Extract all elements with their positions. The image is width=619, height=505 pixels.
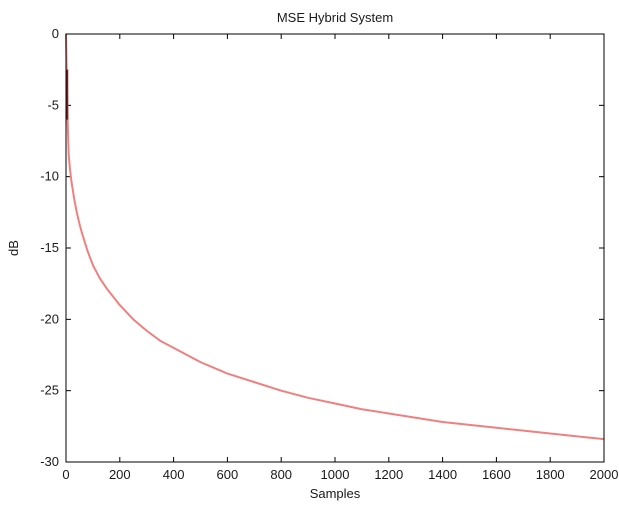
y-tick-label: -30 bbox=[40, 454, 59, 469]
x-tick-label: 200 bbox=[109, 467, 131, 482]
ticks: 0 200 400 600 800 1000 1200 1400 1600 1800 2000 0 -5… bbox=[40, 26, 618, 482]
x-tick-label: 800 bbox=[270, 467, 292, 482]
x-tick-label: 0 bbox=[62, 467, 69, 482]
y-tick-label: -25 bbox=[40, 383, 59, 398]
x-tick-label: 1800 bbox=[536, 467, 565, 482]
x-tick-label: 600 bbox=[217, 467, 239, 482]
x-tick-label: 1200 bbox=[374, 467, 403, 482]
x-tick-label: 1400 bbox=[428, 467, 457, 482]
y-tick-label: -20 bbox=[40, 311, 59, 326]
x-axis-label: Samples bbox=[310, 486, 361, 501]
x-tick-label: 2000 bbox=[590, 467, 619, 482]
series-layer bbox=[65, 33, 605, 441]
y-axis-label: dB bbox=[6, 240, 21, 256]
x-tick-label: 400 bbox=[163, 467, 185, 482]
y-tick-label: -10 bbox=[40, 169, 59, 184]
y-tick-label: -15 bbox=[40, 240, 59, 255]
series-line bbox=[65, 33, 605, 441]
x-tick-label: 1600 bbox=[482, 467, 511, 482]
y-tick-label: 0 bbox=[52, 26, 59, 41]
x-tick-label: 1000 bbox=[321, 467, 350, 482]
y-tick-label: -5 bbox=[47, 97, 59, 112]
plot-area bbox=[65, 33, 605, 463]
chart-title: MSE Hybrid System bbox=[277, 10, 393, 25]
